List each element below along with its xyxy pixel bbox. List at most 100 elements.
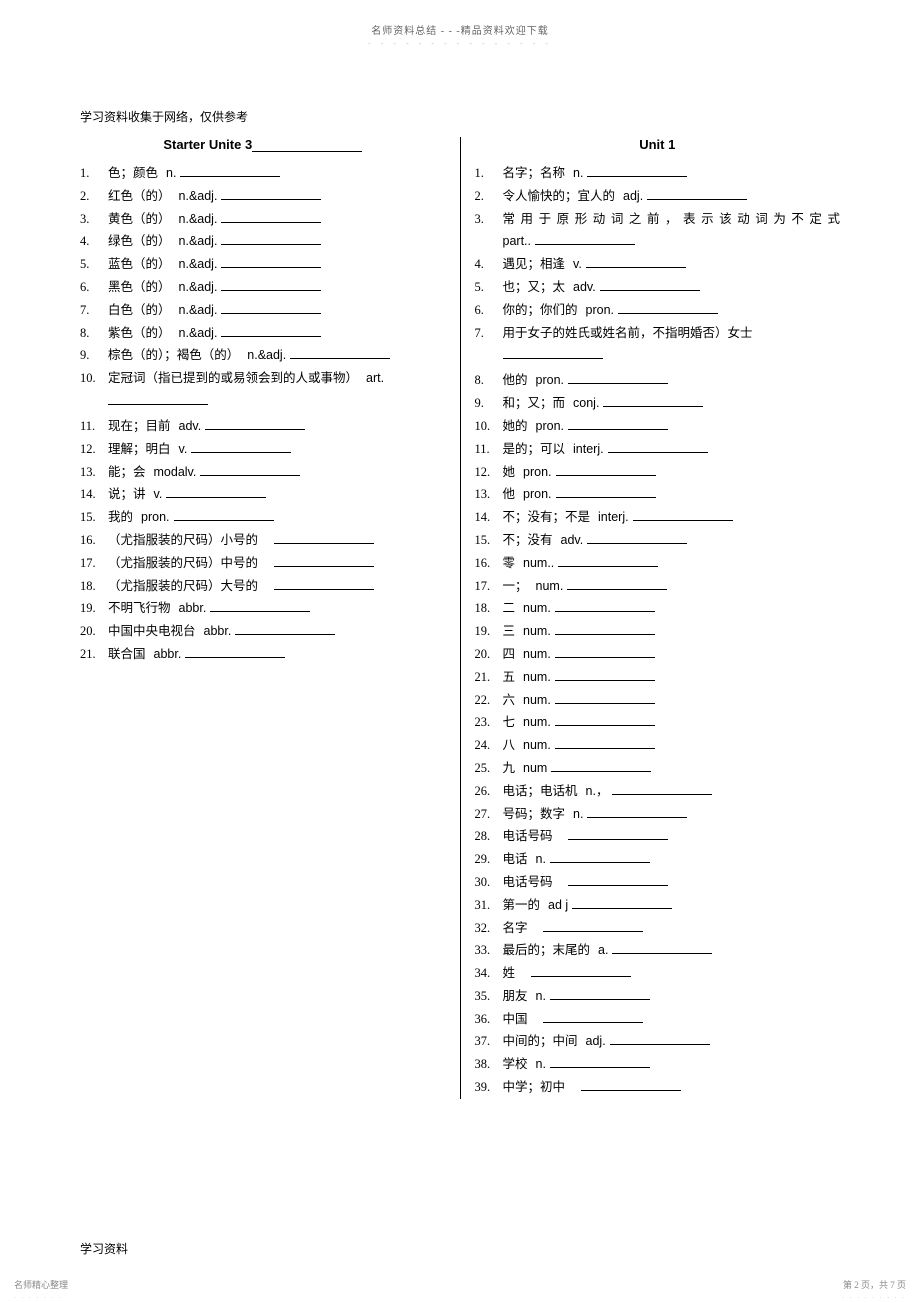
item-number: 38. [475, 1053, 503, 1076]
fill-blank [555, 634, 655, 635]
item-number: 22. [475, 689, 503, 712]
item-number: 32. [475, 917, 503, 940]
item-number: 37. [475, 1030, 503, 1053]
list-item: 39.中学；初中 [475, 1076, 841, 1099]
item-number: 6. [475, 299, 503, 322]
list-item: 15.我的pron. [80, 506, 446, 529]
item-text: 电话号码 [503, 825, 841, 848]
fill-blank [647, 199, 747, 200]
part-of-speech: adj. [586, 1034, 606, 1048]
right-column: Unit 1 1.名字；名称n.2.令人愉快的；宜人的adj.3.常用于原形动词… [460, 137, 841, 1099]
item-number: 3. [80, 208, 108, 231]
list-item: 33.最后的；末尾的a. [475, 939, 841, 962]
item-number: 28. [475, 825, 503, 848]
item-text: 不；没有；不是interj. [503, 506, 841, 529]
item-text: 现在；目前adv. [108, 415, 446, 438]
part-of-speech: num. [523, 715, 551, 729]
part-of-speech: interj. [598, 510, 629, 524]
item-number: 1. [475, 162, 503, 185]
list-item: 37.中间的；中间adj. [475, 1030, 841, 1053]
item-text: 棕色（的）；褐色（的）n.&adj. [108, 344, 446, 367]
item-text: 绿色（的）n.&adj. [108, 230, 446, 253]
list-item: 10.定冠词（指已提到的或易领会到的人或事物）art. [80, 367, 446, 390]
part-of-speech: v. [179, 442, 188, 456]
list-item: 4.遇见；相逢v. [475, 253, 841, 276]
list-item: 34.姓 [475, 962, 841, 985]
fill-blank [612, 953, 712, 954]
item-number: 14. [80, 483, 108, 506]
part-of-speech: n.， [586, 784, 609, 798]
item-number: 12. [80, 438, 108, 461]
item-number: 18. [80, 575, 108, 598]
item-text: 电话号码 [503, 871, 841, 894]
item-text: （尤指服装的尺码）大号的 [108, 575, 446, 598]
fill-blank [568, 429, 668, 430]
item-number: 5. [475, 276, 503, 299]
item-text: 九num [503, 757, 841, 780]
item-text: 和；又；而conj. [503, 392, 841, 415]
item-text: 中间的；中间adj. [503, 1030, 841, 1053]
fill-blank [274, 543, 374, 544]
part-of-speech: ad j [548, 898, 568, 912]
right-title: Unit 1 [475, 137, 841, 152]
part-of-speech: pron. [523, 487, 552, 501]
fill-blank [612, 794, 712, 795]
fill-blank [587, 543, 687, 544]
part-of-speech: n. [536, 1057, 546, 1071]
part-of-speech: n.&adj. [179, 326, 218, 340]
list-item: 5.也；又；太adv. [475, 276, 841, 299]
item-text: 四num. [503, 643, 841, 666]
list-item: 7.白色（的）n.&adj. [80, 299, 446, 322]
item-text: 不明飞行物abbr. [108, 597, 446, 620]
fill-blank [191, 452, 291, 453]
item-text: 八num. [503, 734, 841, 757]
item-number: 17. [80, 552, 108, 575]
fill-blank [556, 497, 656, 498]
item-number: 21. [475, 666, 503, 689]
fill-blank [555, 611, 655, 612]
item-text: 理解；明白v. [108, 438, 446, 461]
blank-line [80, 390, 446, 415]
part-of-speech: pron. [586, 303, 615, 317]
list-item: 8.他的pron. [475, 369, 841, 392]
part-of-speech: pron. [523, 465, 552, 479]
part-of-speech: v. [573, 257, 582, 271]
fill-blank [555, 748, 655, 749]
item-text: 黄色（的）n.&adj. [108, 208, 446, 231]
list-item: 32.名字 [475, 917, 841, 940]
part-of-speech: num. [536, 579, 564, 593]
part-of-speech: n. [573, 166, 583, 180]
fill-blank [221, 336, 321, 337]
fill-blank [587, 817, 687, 818]
item-number: 17. [475, 575, 503, 598]
blank-line [475, 344, 841, 369]
fill-blank [235, 634, 335, 635]
item-text: 我的pron. [108, 506, 446, 529]
item-text: 二num. [503, 597, 841, 620]
footer-bottom-left-sub: . . . . . . . [14, 1292, 63, 1300]
item-text: 中国中央电视台abbr. [108, 620, 446, 643]
list-item: 22.六num. [475, 689, 841, 712]
fill-blank [221, 267, 321, 268]
list-item: 18.（尤指服装的尺码）大号的 [80, 575, 446, 598]
item-number: 21. [80, 643, 108, 666]
fill-blank [556, 475, 656, 476]
list-item: 28.电话号码 [475, 825, 841, 848]
left-title-text: Starter Unite 3 [163, 137, 252, 152]
list-item: 17.一；num. [475, 575, 841, 598]
item-number: 10. [80, 367, 108, 390]
fill-blank [568, 383, 668, 384]
item-text: 第一的ad j [503, 894, 841, 917]
item-number: 30. [475, 871, 503, 894]
item-text: 紫色（的）n.&adj. [108, 322, 446, 345]
list-item: 2.红色（的）n.&adj. [80, 185, 446, 208]
part-of-speech: abbr. [204, 624, 232, 638]
fill-blank [608, 452, 708, 453]
fill-blank [210, 611, 310, 612]
item-number: 35. [475, 985, 503, 1008]
list-item: 2.令人愉快的；宜人的adj. [475, 185, 841, 208]
part-of-speech: v. [154, 487, 163, 501]
part-of-speech: num. [523, 693, 551, 707]
part-of-speech: n. [573, 807, 583, 821]
fill-blank [603, 406, 703, 407]
